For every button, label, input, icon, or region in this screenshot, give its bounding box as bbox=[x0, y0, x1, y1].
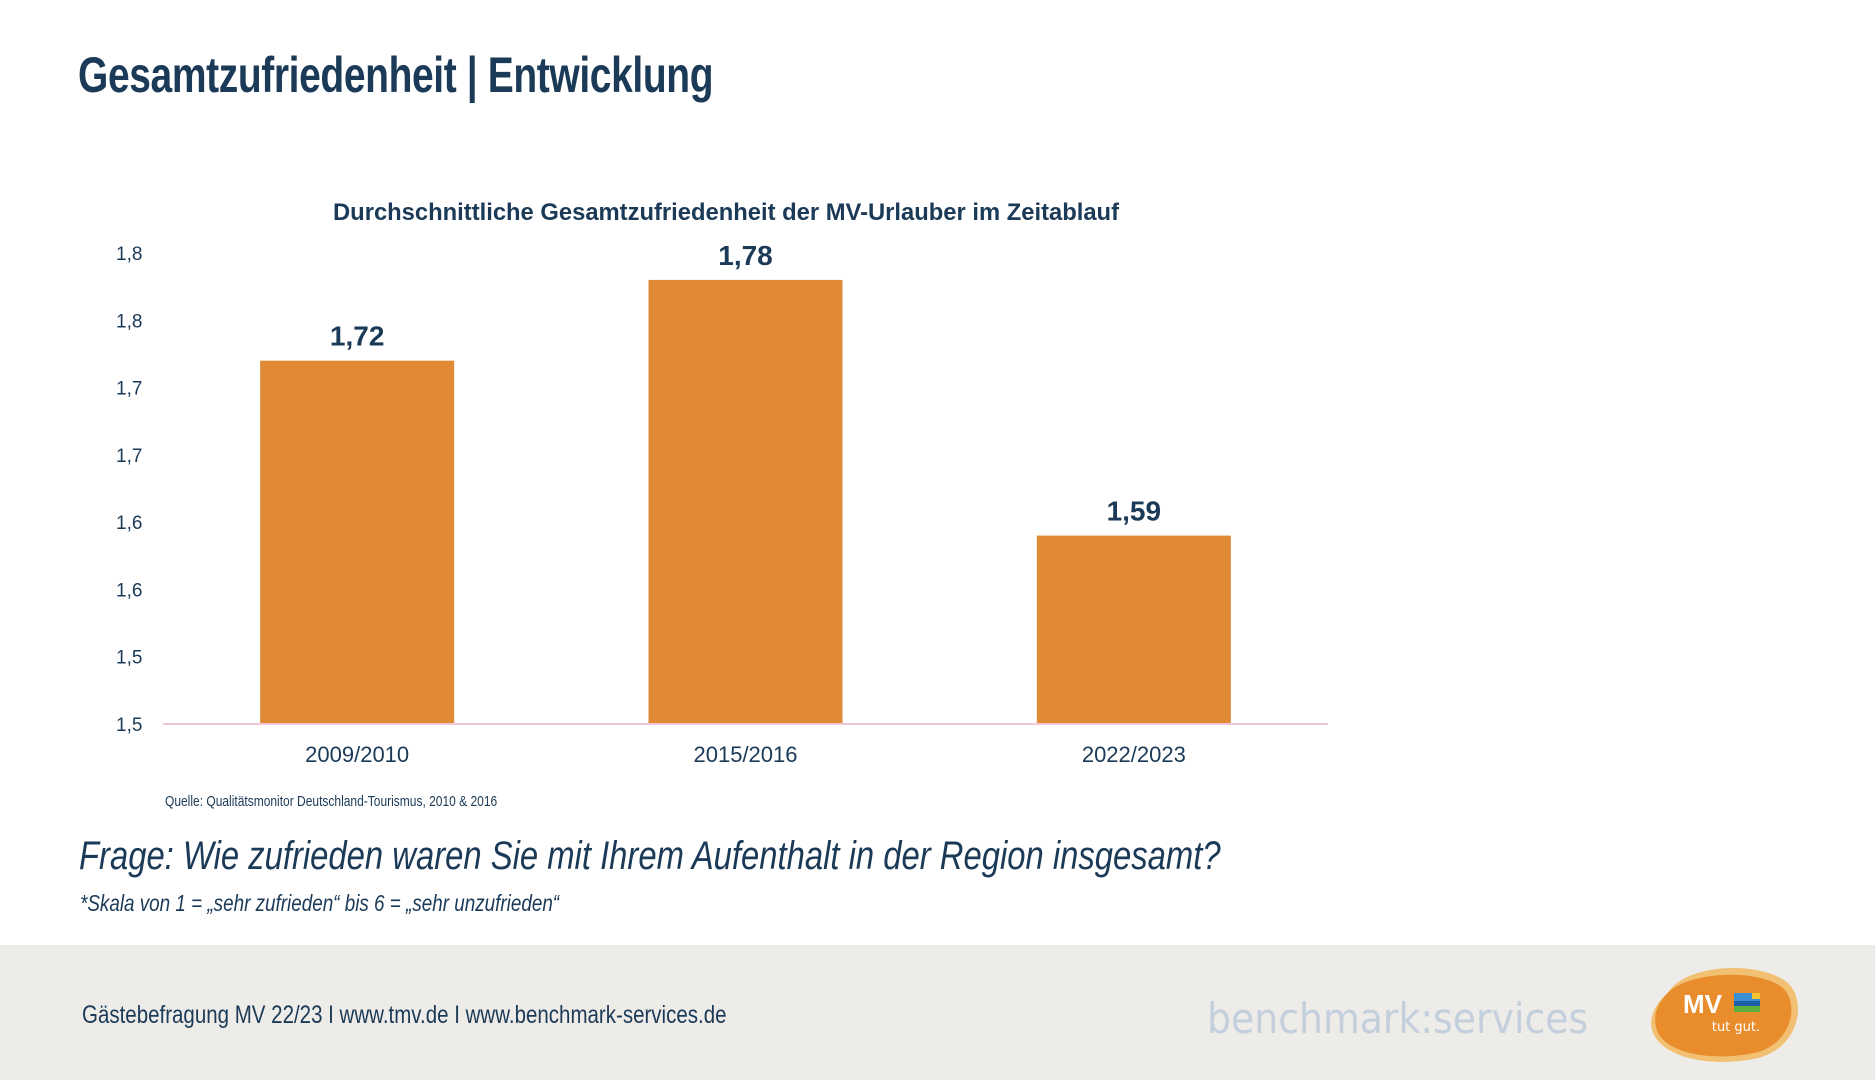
bar bbox=[260, 360, 455, 724]
x-axis-labels: 2009/2010 2015/2016 2022/2023 bbox=[305, 742, 1186, 767]
data-label: 1,72 bbox=[330, 321, 385, 352]
x-tick-label: 2009/2010 bbox=[305, 742, 409, 767]
bar bbox=[648, 279, 843, 724]
y-tick-label: 1,6 bbox=[116, 580, 142, 601]
y-tick-label: 1,8 bbox=[116, 311, 142, 332]
footer: Gästebefragung MV 22/23 I www.tmv.de I w… bbox=[0, 945, 1875, 1080]
data-labels: 1,72 1,78 1,59 bbox=[330, 240, 1161, 527]
page-title: Gesamtzufriedenheit | Entwicklung bbox=[78, 47, 714, 103]
chart-title: Durchschnittliche Gesamtzufriedenheit de… bbox=[333, 199, 1120, 226]
data-label: 1,78 bbox=[718, 240, 773, 271]
mv-logo: MV tut gut. bbox=[1651, 968, 1798, 1062]
brand-wordmark: benchmark:services bbox=[1207, 994, 1589, 1043]
logo-main-text: MV bbox=[1683, 989, 1723, 1019]
survey-question: Frage: Wie zufrieden waren Sie mit Ihrem… bbox=[79, 834, 1221, 878]
x-tick-label: 2015/2016 bbox=[694, 742, 798, 767]
bar-chart: Durchschnittliche Gesamtzufriedenheit de… bbox=[116, 199, 1328, 767]
logo-tagline: tut gut. bbox=[1712, 1020, 1760, 1035]
y-tick-label: 1,8 bbox=[116, 244, 142, 265]
y-tick-label: 1,6 bbox=[116, 513, 142, 534]
x-tick-label: 2022/2023 bbox=[1082, 742, 1186, 767]
y-tick-label: 1,7 bbox=[116, 446, 142, 467]
source-note: Quelle: Qualitätsmonitor Deutschland-Tou… bbox=[165, 793, 498, 810]
footer-text: Gästebefragung MV 22/23 I www.tmv.de I w… bbox=[82, 1001, 727, 1029]
y-tick-label: 1,5 bbox=[116, 648, 142, 669]
data-label: 1,59 bbox=[1107, 496, 1162, 527]
landscape-flag-icon bbox=[1734, 993, 1760, 1012]
y-axis: 1,5 1,5 1,6 1,6 1,7 1,7 1,8 1,8 bbox=[116, 244, 142, 736]
bars bbox=[260, 279, 1231, 724]
logo-blob bbox=[1655, 974, 1792, 1057]
bar bbox=[1036, 535, 1231, 724]
y-tick-label: 1,5 bbox=[116, 715, 142, 736]
y-tick-label: 1,7 bbox=[116, 379, 142, 400]
scale-note: *Skala von 1 = „sehr zufrieden“ bis 6 = … bbox=[80, 890, 560, 916]
